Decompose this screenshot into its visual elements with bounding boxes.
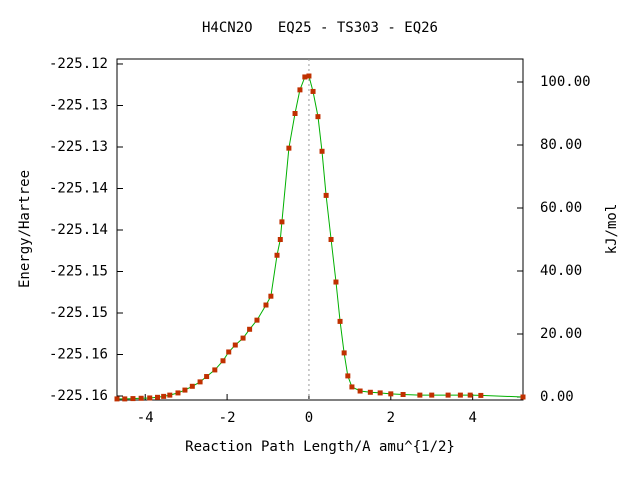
data-point [155, 394, 161, 400]
data-point [279, 219, 285, 225]
x-tick-label: 2 [387, 410, 395, 426]
data-point [457, 392, 463, 398]
data-point [315, 114, 321, 120]
data-point [274, 252, 280, 258]
y-tick-label: -225.14 [49, 222, 108, 238]
y2-tick-label: 40.00 [540, 263, 582, 279]
data-point [161, 393, 167, 399]
data-point [220, 358, 226, 364]
data-point [349, 384, 355, 390]
data-point [286, 145, 292, 151]
y2-tick-label: 0.00 [540, 389, 574, 405]
y2-tick-label: 80.00 [540, 137, 582, 153]
data-point [175, 390, 181, 396]
chart-title: H4CN2O EQ25 - TS303 - EQ26 [202, 20, 438, 36]
data-point [306, 73, 312, 79]
y2-tick-label: 100.00 [540, 74, 591, 90]
data-point [277, 237, 283, 243]
data-point [226, 349, 232, 355]
data-point [189, 383, 195, 389]
data-point [254, 317, 260, 323]
data-point [268, 293, 274, 299]
data-point [345, 373, 351, 379]
data-point [232, 342, 238, 348]
data-point [212, 367, 218, 373]
y-tick-label: -225.15 [49, 305, 108, 321]
data-point [319, 148, 325, 154]
data-point [130, 396, 136, 402]
data-point [357, 388, 363, 394]
data-point [197, 379, 203, 385]
data-point [478, 392, 484, 398]
data-point [445, 392, 451, 398]
data-point [328, 237, 334, 243]
data-point [122, 396, 128, 402]
data-point [429, 392, 435, 398]
data-point [341, 350, 347, 356]
data-point [520, 394, 526, 400]
data-point [292, 110, 298, 116]
x-tick-label: 0 [305, 410, 313, 426]
data-point [302, 74, 308, 80]
data-point [367, 389, 373, 395]
x-axis-label: Reaction Path Length/A amu^{1/2} [185, 439, 455, 455]
y2-axis-label: kJ/mol [604, 204, 620, 255]
data-point [377, 390, 383, 396]
data-point [333, 279, 339, 285]
data-point [147, 395, 153, 401]
data-point [417, 392, 423, 398]
data-point [263, 302, 269, 308]
data-point [467, 392, 473, 398]
y-tick-label: -225.14 [49, 180, 108, 196]
y-tick-label: -225.13 [49, 139, 108, 155]
x-tick-label: -2 [219, 410, 236, 426]
data-point [388, 391, 394, 397]
data-point [247, 326, 253, 332]
y-tick-label: -225.16 [49, 347, 108, 363]
data-point [167, 392, 173, 398]
data-point [323, 192, 329, 198]
data-point [337, 318, 343, 324]
data-point [240, 335, 246, 341]
data-point [182, 387, 188, 393]
x-tick-label: 4 [468, 410, 476, 426]
y-axis-label: Energy/Hartree [17, 170, 33, 288]
y2-tick-label: 60.00 [540, 200, 582, 216]
series-line [117, 75, 524, 400]
data-point [310, 88, 316, 94]
data-point [204, 374, 210, 380]
y-tick-label: -225.15 [49, 264, 108, 280]
y-tick-label: -225.12 [49, 56, 108, 72]
y2-tick-label: 20.00 [540, 326, 582, 342]
data-point [400, 391, 406, 397]
data-point [114, 396, 120, 402]
x-tick-label: -4 [137, 410, 154, 426]
y-tick-label: -225.16 [49, 388, 108, 404]
data-point [138, 395, 144, 401]
y-tick-label: -225.13 [49, 97, 108, 113]
data-point [297, 87, 303, 93]
